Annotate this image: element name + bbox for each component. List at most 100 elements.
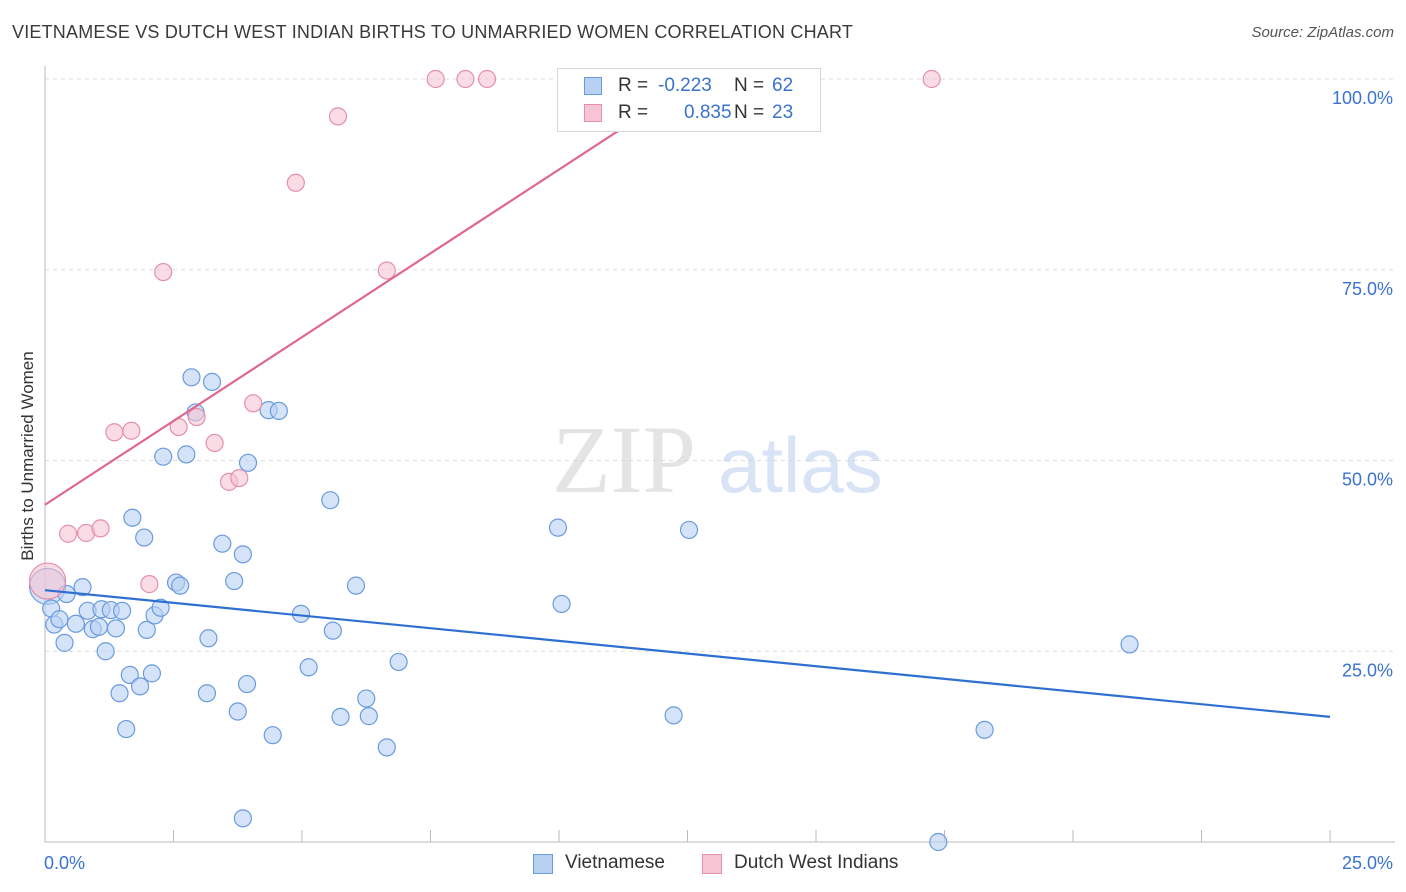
data-point (123, 508, 142, 527)
data-point (151, 598, 170, 617)
data-point (135, 528, 154, 547)
data-point (91, 519, 110, 538)
data-point (1120, 635, 1139, 654)
n-label: N = (734, 102, 765, 123)
data-point (73, 578, 92, 597)
data-point (197, 684, 217, 703)
y-axis-label: Births to Unmarried Women (18, 351, 37, 560)
data-point (130, 677, 150, 696)
data-point (679, 520, 699, 540)
y-tick-label: 75.0% (1342, 279, 1393, 299)
data-point (154, 447, 173, 466)
data-point (359, 707, 378, 726)
data-point (142, 664, 162, 683)
data-point (105, 423, 124, 442)
dutch-west-indians-swatch (584, 104, 602, 122)
n-value: 23 (772, 102, 794, 123)
data-point (922, 69, 941, 89)
data-point (171, 576, 190, 595)
watermark: ZIP atlas (552, 406, 883, 513)
data-point (230, 468, 249, 488)
data-point (323, 621, 342, 640)
data-point (244, 394, 263, 413)
data-point (377, 738, 396, 757)
data-point (238, 453, 258, 472)
series-dutch-west-indians (28, 69, 941, 600)
data-point (96, 642, 115, 661)
data-point (66, 614, 85, 633)
data-point (120, 665, 139, 685)
data-point (389, 652, 408, 672)
data-point (263, 726, 282, 745)
data-point (202, 372, 222, 392)
y-tick-label: 100.0% (1332, 88, 1393, 108)
axes (44, 66, 1395, 843)
data-point (154, 262, 173, 282)
data-point (269, 401, 288, 421)
data-point (233, 545, 252, 564)
watermark-zip: ZIP (552, 406, 696, 513)
data-point (182, 368, 201, 387)
data-point (377, 261, 396, 280)
legend-label: Dutch West Indians (734, 852, 899, 873)
data-point (233, 809, 252, 828)
data-point (50, 610, 69, 629)
gridlines (45, 78, 1395, 652)
r-value: 0.835 (684, 102, 732, 123)
data-point (321, 491, 340, 510)
data-point (117, 719, 136, 739)
r-label: R = (618, 102, 649, 123)
data-point (552, 594, 571, 614)
n-value: 62 (772, 75, 794, 96)
data-point (110, 684, 129, 703)
x-tick-label: 25.0% (1342, 853, 1393, 873)
data-point (28, 562, 67, 600)
legend-label: Vietnamese (565, 852, 665, 873)
trend-lines (44, 78, 1331, 718)
data-point (187, 407, 206, 427)
data-point (286, 173, 305, 192)
data-point (664, 706, 683, 725)
trend-line (44, 589, 1331, 718)
data-point (122, 421, 141, 440)
chart-title: VIETNAMESE VS DUTCH WEST INDIAN BIRTHS T… (12, 22, 854, 42)
y-tick-labels: 25.0% 50.0% 75.0% 100.0% (1332, 88, 1393, 680)
data-point (975, 720, 994, 739)
data-point (199, 629, 218, 648)
data-point (112, 601, 132, 620)
r-value: -0.223 (658, 75, 712, 96)
data-point (205, 433, 224, 453)
x-tick-labels: 0.0% 25.0% (44, 853, 1393, 873)
data-point (456, 69, 475, 89)
vietnamese-swatch (533, 854, 553, 874)
data-point (426, 69, 445, 89)
trend-line (44, 78, 699, 506)
data-point (89, 617, 109, 636)
data-point (328, 107, 348, 126)
vietnamese-swatch (584, 77, 602, 95)
x-tick-label: 0.0% (44, 853, 85, 873)
data-point (331, 707, 350, 726)
data-point (55, 633, 74, 652)
data-point (228, 702, 247, 721)
data-point (357, 689, 376, 708)
data-point (137, 620, 156, 639)
y-tick-label: 25.0% (1342, 660, 1393, 680)
data-point (59, 524, 78, 543)
data-point (299, 658, 318, 677)
r-label: R = (618, 75, 649, 96)
data-point (106, 619, 126, 638)
y-tick-label: 50.0% (1342, 470, 1393, 490)
data-point (929, 832, 948, 852)
data-point (177, 445, 196, 464)
dutch-west-indians-swatch (702, 854, 722, 874)
correlation-legend: R = -0.223 N = 62 R = 0.835 N = 23 (557, 68, 821, 132)
data-point (237, 674, 257, 694)
data-point (548, 518, 568, 537)
watermark-atlas: atlas (718, 421, 883, 509)
n-label: N = (734, 75, 765, 96)
data-point (346, 576, 366, 595)
data-point (213, 534, 232, 553)
chart-source: Source: ZipAtlas.com (1251, 24, 1394, 41)
